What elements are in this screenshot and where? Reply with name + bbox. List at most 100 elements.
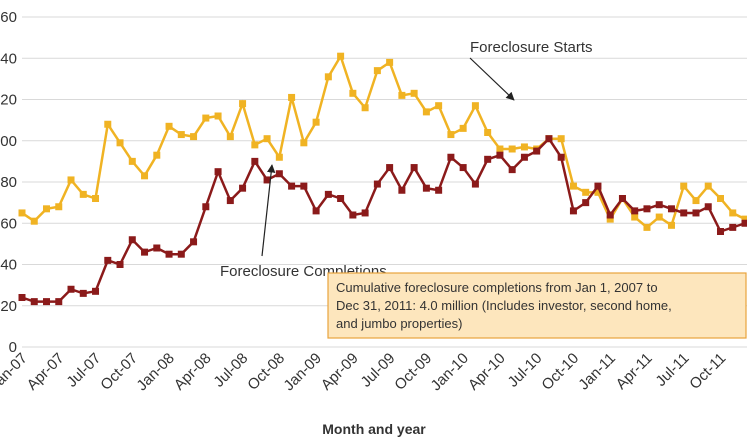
- y-tick-label: 120: [0, 92, 17, 109]
- point: [716, 195, 724, 202]
- point: [680, 209, 688, 217]
- point: [300, 139, 308, 147]
- x-tick-label: Apr-08: [171, 350, 215, 394]
- point: [435, 186, 443, 194]
- point: [226, 133, 234, 141]
- point: [116, 261, 124, 268]
- point: [582, 199, 590, 207]
- point: [214, 112, 222, 120]
- point: [594, 182, 602, 190]
- annotation: Dec 31, 2011: 4.0 million (Includes inve…: [336, 298, 672, 313]
- point: [104, 120, 112, 128]
- point: [141, 248, 149, 256]
- point: [741, 215, 747, 223]
- point: [18, 209, 26, 217]
- point: [300, 182, 308, 190]
- point: [496, 151, 504, 159]
- point: [67, 285, 75, 293]
- x-tick-label: Oct-07: [97, 350, 141, 394]
- point: [422, 184, 430, 192]
- point: [704, 203, 712, 211]
- point: [373, 180, 381, 188]
- point: [471, 180, 479, 188]
- point: [729, 209, 737, 217]
- point: [643, 205, 651, 213]
- point: [361, 209, 369, 217]
- point: [447, 153, 455, 161]
- point: [239, 100, 247, 108]
- point: [606, 215, 614, 223]
- point: [104, 256, 112, 264]
- annotation: and jumbo properties): [336, 316, 462, 331]
- point: [594, 188, 602, 196]
- point: [386, 58, 394, 66]
- y-tick-label: 40: [0, 257, 17, 274]
- x-tick-label: Apr-09: [318, 350, 362, 394]
- y-tick-label: 20: [0, 298, 17, 315]
- point: [729, 223, 737, 231]
- point: [373, 67, 381, 75]
- point: [79, 289, 87, 297]
- point: [30, 298, 38, 306]
- x-tick-label: Apr-07: [24, 350, 68, 394]
- point: [704, 182, 712, 190]
- point: [410, 164, 418, 172]
- x-tick-label: Jul-11: [652, 350, 692, 390]
- point: [692, 209, 700, 217]
- y-tick-label: 0: [9, 339, 17, 356]
- point: [349, 211, 357, 219]
- x-tick-label: Jan-11: [575, 350, 619, 394]
- point: [202, 114, 210, 122]
- point: [312, 207, 320, 215]
- point: [177, 131, 185, 139]
- point: [43, 298, 51, 306]
- point: [251, 157, 259, 165]
- point: [606, 211, 614, 219]
- point: [398, 186, 406, 194]
- point: [631, 207, 639, 215]
- point: [202, 203, 210, 211]
- point: [349, 89, 357, 97]
- y-tick-label: 60: [0, 215, 17, 232]
- point: [582, 188, 590, 196]
- y-tick-label: 160: [0, 9, 17, 26]
- point: [447, 131, 455, 139]
- point: [190, 133, 198, 141]
- point: [471, 102, 479, 110]
- point: [484, 129, 492, 136]
- point: [655, 213, 663, 221]
- point: [557, 153, 565, 161]
- x-tick-label: Jan-08: [133, 350, 177, 394]
- point: [324, 73, 332, 81]
- point: [508, 145, 516, 153]
- point: [312, 118, 320, 126]
- point: [190, 238, 198, 246]
- x-tick-label: Jan-07: [0, 350, 31, 394]
- arrow: [469, 57, 515, 101]
- point: [741, 219, 747, 227]
- x-tick-label: Jul-08: [210, 350, 251, 391]
- point: [263, 176, 271, 184]
- point: [165, 250, 173, 258]
- x-tick-label: Jul-07: [63, 350, 104, 391]
- x-tick-label: Jan-09: [280, 350, 324, 394]
- point: [484, 155, 492, 163]
- point: [337, 195, 345, 202]
- point: [459, 164, 467, 172]
- point: [55, 203, 63, 211]
- point: [680, 182, 688, 190]
- point: [386, 164, 394, 172]
- point: [43, 205, 51, 213]
- point: [92, 195, 100, 202]
- point: [239, 184, 247, 192]
- point: [226, 197, 234, 205]
- point: [496, 145, 504, 153]
- point: [520, 143, 528, 151]
- point: [667, 221, 675, 229]
- point: [30, 217, 38, 225]
- point: [288, 182, 296, 190]
- x-tick-label: Oct-11: [686, 350, 729, 393]
- series-label: Foreclosure Starts: [470, 39, 593, 56]
- y-tick-label: 80: [0, 174, 17, 191]
